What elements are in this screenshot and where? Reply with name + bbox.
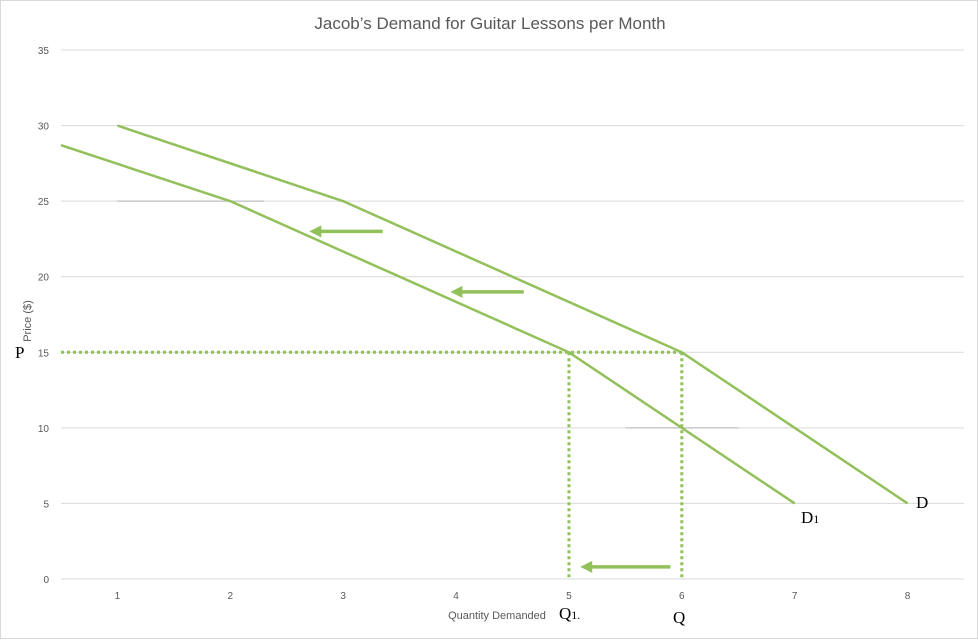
x-tick-8: 8 bbox=[905, 591, 911, 602]
annotation-d1-main: D bbox=[801, 508, 813, 527]
y-tick-20: 20 bbox=[38, 273, 50, 284]
y-tick-30: 30 bbox=[38, 122, 50, 133]
annotation-q: Q bbox=[673, 608, 685, 627]
annotation-q1: Q1. bbox=[559, 604, 580, 623]
y-tick-labels: 0 5 10 15 20 25 30 35 bbox=[38, 46, 50, 586]
annotation-p: P bbox=[15, 343, 24, 362]
x-tick-7: 7 bbox=[792, 591, 798, 602]
gridlines bbox=[61, 49, 964, 580]
shift-arrow-head-3 bbox=[580, 560, 593, 573]
x-tick-3: 3 bbox=[340, 591, 346, 602]
annotation-q1-main: Q bbox=[559, 604, 571, 623]
x-tick-4: 4 bbox=[453, 591, 459, 602]
annotation-d: D bbox=[916, 493, 928, 512]
guide-lines bbox=[61, 350, 684, 579]
shift-arrows bbox=[309, 225, 671, 573]
x-tick-2: 2 bbox=[228, 591, 234, 602]
y-tick-25: 25 bbox=[38, 197, 50, 208]
x-tick-1: 1 bbox=[115, 591, 121, 602]
chart-title: Jacob’s Demand for Guitar Lessons per Mo… bbox=[314, 14, 665, 33]
shift-arrow-head-2 bbox=[450, 285, 463, 298]
y-tick-0: 0 bbox=[43, 575, 49, 586]
annotation-q1-sub: 1. bbox=[571, 608, 580, 622]
y-axis-label: Price ($) bbox=[22, 300, 34, 342]
y-tick-15: 15 bbox=[38, 348, 50, 359]
x-tick-labels: 1 2 3 4 5 6 7 8 bbox=[115, 591, 911, 602]
y-tick-35: 35 bbox=[38, 46, 50, 57]
demand-curves bbox=[60, 124, 909, 505]
y-tick-10: 10 bbox=[38, 424, 50, 435]
shift-arrow-head-1 bbox=[309, 225, 322, 238]
x-tick-5: 5 bbox=[566, 591, 572, 602]
series-d-line bbox=[117, 124, 909, 505]
annotation-d1-sub: 1 bbox=[813, 512, 819, 526]
annotation-d1: D1 bbox=[801, 508, 819, 527]
x-tick-6: 6 bbox=[679, 591, 685, 602]
series-d1-line bbox=[60, 144, 796, 505]
x-axis-label: Quantity Demanded bbox=[448, 610, 546, 622]
y-tick-5: 5 bbox=[43, 499, 49, 510]
